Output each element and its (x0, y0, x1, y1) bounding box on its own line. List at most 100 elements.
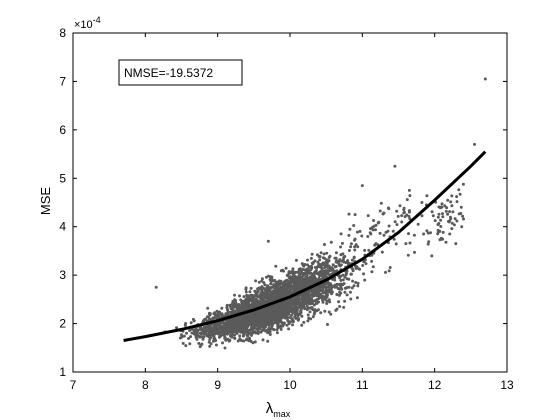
scatter-point (263, 326, 267, 329)
scatter-point (438, 238, 442, 242)
scatter-point (341, 273, 345, 277)
scatter-point (263, 283, 267, 287)
scatter-point (310, 289, 314, 293)
scatter-point (256, 328, 260, 332)
scatter-point (379, 201, 383, 205)
scatter-point (298, 277, 302, 281)
scatter-point (347, 249, 351, 252)
scatter-point (322, 276, 325, 280)
scatter-point (374, 223, 378, 227)
scatter-point (433, 219, 437, 223)
scatter-point (447, 220, 451, 224)
scatter-point (444, 209, 448, 213)
scatter-point (307, 293, 311, 296)
scatter-point (388, 266, 392, 269)
scatter-point (337, 259, 341, 263)
scatter-point (374, 228, 377, 232)
scatter-point (334, 251, 338, 255)
scatter-point (297, 285, 301, 289)
scatter-point (256, 289, 260, 293)
scatter-point (184, 322, 188, 325)
scatter-point (247, 294, 251, 298)
scatter-point (253, 340, 257, 344)
scatter-point (326, 323, 329, 326)
scatter-point (408, 217, 412, 221)
scatter-point (239, 339, 243, 342)
scatter-point (395, 223, 399, 227)
scatter-point (233, 337, 237, 340)
scatter-point (353, 245, 357, 249)
scatter-point (305, 308, 309, 312)
scatter-point (221, 321, 225, 325)
scatter-point (377, 220, 381, 224)
annotation-box (118, 59, 243, 86)
scatter-point (233, 293, 236, 297)
scatter-point (407, 214, 411, 218)
scatter-point (483, 77, 487, 81)
scatter-point (314, 265, 317, 269)
scatter-point (371, 265, 375, 269)
scatter-point (426, 231, 430, 235)
scatter-point (354, 281, 358, 284)
scatter-point (285, 311, 288, 315)
scatter-point (384, 270, 387, 274)
scatter-point (431, 214, 435, 218)
scatter-point (343, 290, 347, 294)
scatter-point (314, 277, 318, 281)
scatter-point (353, 213, 357, 217)
scatter-point (455, 200, 459, 204)
scatter-point (276, 313, 280, 317)
scatter-point (312, 303, 316, 307)
scatter-point (274, 296, 278, 300)
scatter-point (231, 329, 235, 333)
scatter-point (370, 270, 374, 274)
scatter-point (219, 330, 223, 334)
scatter-point (404, 242, 408, 246)
scatter-point (226, 324, 230, 328)
scatter-point (212, 334, 216, 338)
scatter-point (341, 278, 345, 282)
scatter-point (202, 331, 206, 335)
scatter-point (425, 229, 429, 233)
scatter-point (311, 315, 315, 319)
scatter-point (229, 334, 232, 338)
scatter-point (321, 300, 325, 304)
scatter-point (330, 284, 334, 288)
scatter-point (304, 301, 308, 305)
scatter-point (305, 304, 309, 308)
scatter-point (291, 311, 295, 315)
scatter-point (460, 225, 464, 229)
scatter-point (226, 308, 229, 312)
nmse-annotation: NMSE=-19.5372 (118, 59, 243, 86)
scatter-point (202, 335, 206, 339)
scatter-point (234, 299, 238, 303)
scatter-point (360, 184, 364, 188)
scatter-point (408, 241, 412, 245)
scatter-point (268, 275, 272, 279)
scatter-point (294, 270, 297, 274)
scatter-point (286, 319, 290, 323)
scatter-point (252, 316, 256, 320)
scatter-point (235, 323, 239, 327)
scatter-point (412, 233, 416, 237)
scatter-point (215, 331, 219, 335)
scatter-point (308, 301, 312, 305)
scatter-point (339, 245, 343, 249)
scatter-point (305, 299, 309, 303)
scatter-point (366, 214, 370, 218)
scatter-point (450, 227, 454, 231)
scatter-point (461, 214, 465, 218)
scatter-point (266, 321, 270, 325)
scatter-point (252, 295, 256, 299)
scatter-point (406, 253, 410, 257)
scatter-point (323, 283, 327, 286)
scatter-point (254, 279, 258, 283)
scatter-point (261, 329, 264, 332)
scatter-point (271, 296, 275, 300)
scatter-point (425, 194, 429, 198)
scatter-point (284, 266, 288, 270)
scatter-point (263, 292, 267, 296)
scatter-point (215, 309, 219, 313)
scatter-point (279, 302, 283, 305)
scatter-point (258, 309, 262, 313)
